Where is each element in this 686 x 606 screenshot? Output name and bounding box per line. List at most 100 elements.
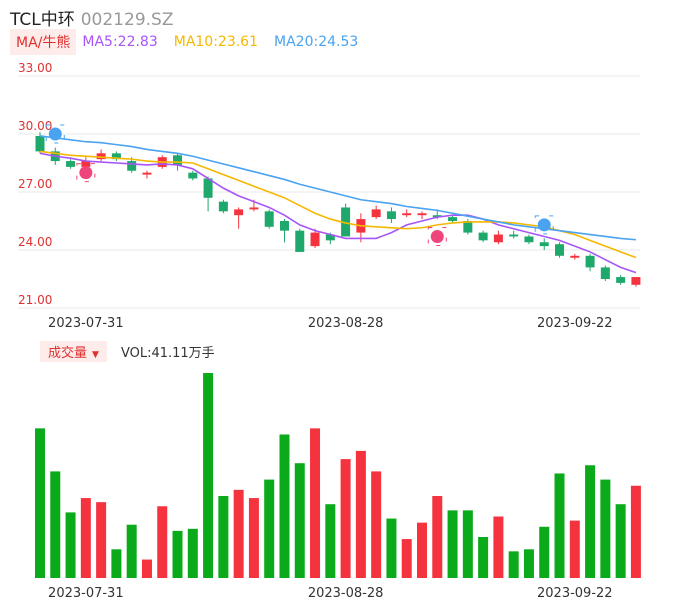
ma5-label: MA5:22.83	[82, 34, 158, 50]
y-tick-label: 33.00	[18, 61, 52, 75]
y-tick-label: 30.00	[18, 119, 52, 133]
candle-body	[218, 201, 228, 212]
volume-bar	[111, 549, 122, 578]
stock-name: TCL中环	[10, 10, 75, 30]
x-tick-label: 2023-07-31	[48, 586, 124, 601]
candle-body	[341, 207, 351, 237]
volume-bar	[141, 559, 152, 578]
x-tick-label: 2023-09-22	[537, 586, 613, 601]
x-tick-label: 2023-07-31	[48, 316, 124, 331]
candle-body	[279, 221, 289, 231]
candle-body	[35, 135, 45, 152]
volume-bar	[355, 450, 366, 578]
volume-bar	[264, 479, 275, 578]
candle-body	[402, 213, 412, 216]
dropdown-caret-icon: ▼	[92, 349, 99, 360]
volume-legend: 成交量 ▼ VOL:41.11万手	[40, 340, 215, 362]
candle-body	[600, 267, 610, 279]
volume-indicator-dropdown[interactable]: 成交量 ▼	[40, 340, 107, 362]
volume-bar	[279, 434, 290, 578]
candle-body	[310, 232, 320, 247]
candle-body	[96, 153, 106, 160]
candle-body	[81, 161, 91, 167]
bear-signal-icon	[534, 215, 554, 235]
ma20-label: MA20:24.53	[274, 34, 359, 50]
volume-bar	[294, 463, 305, 578]
bull-signal-icon	[76, 163, 96, 183]
y-tick-label: 21.00	[18, 293, 52, 307]
candle-body	[539, 242, 549, 247]
volume-bar	[508, 551, 519, 578]
volume-bar	[126, 524, 137, 578]
candle-body	[386, 211, 396, 220]
volume-bar	[35, 428, 45, 578]
volume-bar	[187, 528, 198, 578]
volume-bar	[493, 516, 504, 578]
stock-code: 002129.SZ	[80, 10, 174, 30]
candle-body	[524, 236, 534, 243]
volume-bar	[478, 537, 489, 578]
volume-bar	[554, 473, 565, 578]
volume-bar	[172, 530, 183, 578]
volume-bar	[340, 459, 351, 578]
volume-bar	[325, 504, 336, 578]
volume-bar	[218, 496, 229, 578]
candle-body	[631, 277, 641, 285]
volume-bar	[96, 502, 107, 578]
candle-body	[249, 207, 259, 210]
volume-bar	[569, 520, 580, 578]
candle-body	[570, 255, 580, 258]
candle-body	[432, 215, 442, 218]
bear-signal-icon	[45, 124, 65, 144]
volume-bar	[50, 471, 61, 578]
candle-body	[142, 172, 152, 175]
candle-body	[325, 234, 335, 241]
candle-body	[493, 234, 503, 243]
candle-body	[463, 221, 473, 233]
x-tick-label: 2023-08-28	[308, 586, 384, 601]
candle-body	[509, 234, 519, 237]
candle-body	[616, 277, 626, 283]
volume-bar	[615, 504, 626, 578]
candle-body	[264, 211, 274, 227]
stock-title: TCL中环 002129.SZ	[10, 5, 173, 30]
volume-bar	[462, 510, 473, 578]
x-tick-label: 2023-08-28	[308, 316, 384, 331]
candle-body	[173, 155, 183, 165]
ma-legend: MA/牛熊 MA5:22.83 MA10:23.61 MA20:24.53	[10, 29, 359, 55]
candle-body	[295, 230, 305, 252]
candle-body	[203, 178, 213, 198]
volume-bar	[630, 485, 641, 578]
volume-bar	[310, 428, 321, 578]
volume-bar	[203, 373, 214, 578]
volume-bar	[585, 465, 596, 578]
y-tick-label: 27.00	[18, 177, 52, 191]
volume-bar	[523, 549, 534, 578]
candle-body	[111, 153, 121, 160]
volume-bar	[386, 518, 397, 578]
volume-bar	[80, 498, 91, 578]
candle-body	[417, 213, 427, 216]
candle-body	[66, 161, 76, 167]
volume-bar	[417, 522, 427, 578]
candle-body	[371, 209, 381, 218]
x-tick-label: 2023-09-22	[537, 316, 613, 331]
candle-body	[234, 209, 244, 216]
volume-bar	[65, 512, 76, 578]
volume-value: VOL:41.11万手	[120, 345, 215, 361]
volume-bar	[157, 506, 168, 578]
volume-indicator-label: 成交量	[48, 345, 88, 361]
volume-bar	[432, 496, 443, 578]
candle-body	[478, 232, 488, 241]
candle-body	[585, 255, 595, 268]
ma10-label: MA10:23.61	[173, 34, 259, 50]
ma20-line	[39, 135, 636, 241]
volume-bar	[539, 526, 550, 578]
candle-body	[127, 161, 137, 171]
candle-body	[555, 244, 565, 256]
ma5-line	[39, 152, 637, 274]
candle-body	[448, 217, 458, 221]
ma-indicator-tab[interactable]: MA/牛熊	[10, 29, 77, 55]
y-tick-label: 24.00	[18, 235, 52, 249]
